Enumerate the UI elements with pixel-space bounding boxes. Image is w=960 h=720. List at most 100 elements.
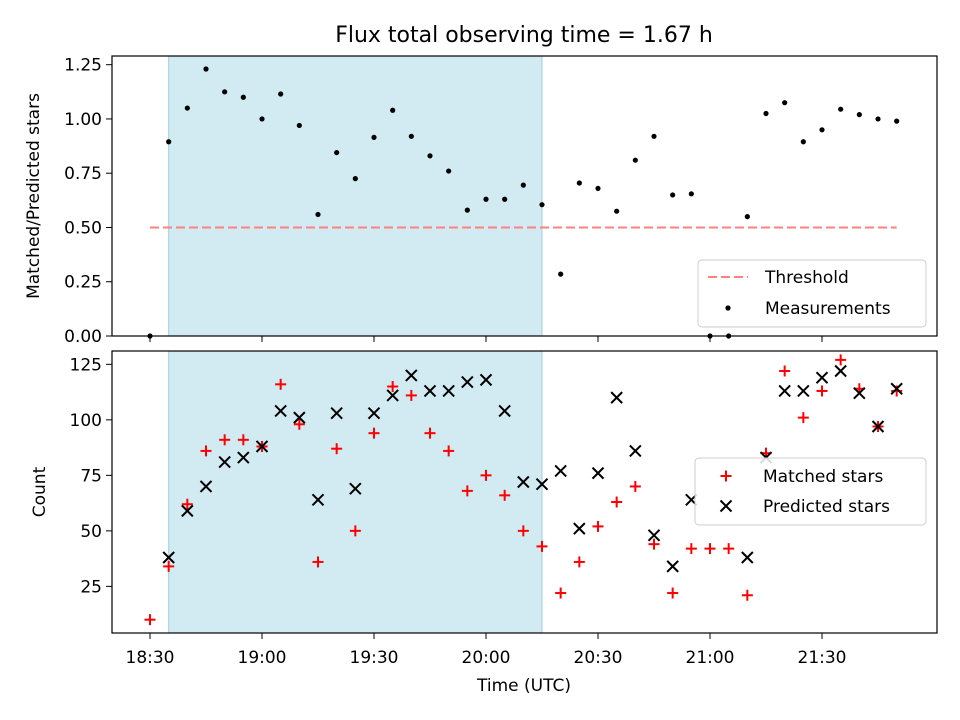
matched-star-point	[387, 381, 399, 393]
matched-star-point	[891, 385, 903, 397]
predicted-star-point	[591, 466, 605, 480]
measurement-point	[744, 214, 750, 220]
predicted-star-point	[423, 384, 437, 398]
matched-star-point	[181, 498, 193, 510]
measurement-point	[800, 139, 806, 145]
y-tick-label: 1.00	[64, 110, 102, 130]
measurement-point	[427, 153, 433, 159]
predicted-star-point	[479, 373, 493, 387]
matched-star-point	[685, 543, 697, 555]
predicted-star-point	[610, 391, 623, 404]
bottom-x-ticks: 18:30 19:00 19:30 20:00 20:30 21:00 21:30	[126, 633, 847, 668]
matched-star-point	[368, 427, 380, 439]
predicted-star-point	[498, 404, 511, 418]
predicted-star-point	[461, 375, 474, 389]
predicted-star-point	[293, 411, 306, 424]
chart-title: Flux total observing time = 1.67 h	[335, 23, 713, 48]
measurement-point	[296, 122, 302, 129]
measurement-point	[278, 91, 284, 97]
measurement-point	[184, 105, 190, 111]
measurement-point	[334, 149, 340, 156]
x-tick-label: 21:00	[686, 648, 735, 668]
y-tick-label: 25	[80, 577, 102, 597]
predicted-star-point	[386, 389, 399, 402]
measurement-point	[670, 192, 676, 198]
y-tick-label: 1.25	[64, 56, 102, 76]
predicted-star-point	[199, 480, 213, 493]
measurement-point	[240, 94, 246, 100]
predicted-star-point	[647, 529, 661, 542]
measurement-point	[688, 191, 694, 197]
x-tick-label: 19:30	[350, 648, 399, 668]
top-legend: Threshold Measurements	[697, 259, 927, 328]
measurement-point	[558, 271, 564, 277]
y-tick-label: 0.00	[64, 327, 102, 347]
x-axis-label: Time (UTC)	[476, 676, 571, 696]
predicted-legend-label: Predicted stars	[763, 497, 890, 517]
predicted-star-point	[871, 420, 885, 433]
measurement-point	[315, 211, 321, 218]
top-shaded-interval	[168, 55, 543, 337]
measurement-point	[166, 139, 172, 145]
matched-star-point	[275, 378, 287, 390]
predicted-star-point	[274, 404, 287, 418]
predicted-star-point	[815, 371, 829, 384]
predicted-star-point	[349, 482, 362, 495]
predicted-star-point	[330, 406, 343, 420]
y-tick-label: 0.75	[64, 164, 102, 184]
predicted-star-point	[311, 493, 325, 506]
matched-star-point	[293, 418, 305, 430]
matched-legend-label: Matched stars	[763, 467, 883, 487]
predicted-star-point	[237, 451, 250, 464]
matched-star-point	[219, 434, 231, 446]
y-tick-label: 50	[80, 522, 102, 542]
matched-star-point	[779, 365, 791, 377]
matched-star-point	[237, 434, 249, 446]
x-tick-label: 20:00	[462, 648, 511, 668]
measurement-point	[520, 182, 526, 188]
measurements-legend-label: Measurements	[765, 299, 891, 319]
matched-star-point	[349, 525, 361, 537]
matched-star-point	[723, 543, 735, 555]
top-panel: 0.00 0.25 0.50 0.75 1.00 1.25 Matched/Predict…	[24, 55, 938, 347]
matched-star-point	[312, 556, 324, 568]
bottom-plot-frame	[111, 350, 938, 634]
measurement-point	[894, 118, 900, 124]
measurement-point	[819, 127, 825, 133]
matched-star-point	[648, 538, 660, 550]
matched-star-point	[480, 469, 492, 481]
top-x-ticks	[149, 336, 823, 342]
matched-star-point	[424, 427, 436, 439]
predicted-star-point	[797, 384, 810, 398]
matched-star-point	[555, 587, 567, 599]
top-legend-box	[697, 259, 927, 328]
predicted-star-point	[629, 444, 642, 458]
predicted-star-point	[741, 551, 754, 564]
y-tick-label: 75	[80, 466, 102, 486]
predicted-star-point	[890, 382, 903, 395]
measurement-point	[408, 133, 414, 139]
matched-star-point	[667, 587, 679, 599]
predicted-star-point	[442, 384, 455, 398]
matched-star-point	[517, 525, 529, 537]
predicted-star-point	[834, 364, 847, 378]
predicted-star-point	[535, 478, 549, 491]
bottom-legend: Matched stars Predicted stars	[694, 457, 927, 526]
predicted-stars-points	[162, 364, 903, 573]
matched-star-point	[704, 543, 716, 555]
matched-star-point	[200, 445, 212, 457]
measurement-point	[259, 116, 265, 122]
x-tick-label: 18:30	[126, 648, 175, 668]
predicted-star-point	[162, 551, 175, 564]
measurement-point	[763, 110, 769, 117]
measurement-point	[464, 207, 470, 213]
measurement-point	[614, 208, 620, 214]
top-y-axis-label: Matched/Predicted stars	[24, 93, 44, 299]
predicted-star-point	[255, 440, 269, 453]
top-y-ticks: 0.00 0.25 0.50 0.75 1.00 1.25	[64, 56, 112, 347]
measurement-point	[838, 106, 844, 112]
predicted-star-point	[853, 386, 866, 400]
predicted-star-point	[573, 522, 586, 535]
matched-star-point	[443, 445, 455, 457]
